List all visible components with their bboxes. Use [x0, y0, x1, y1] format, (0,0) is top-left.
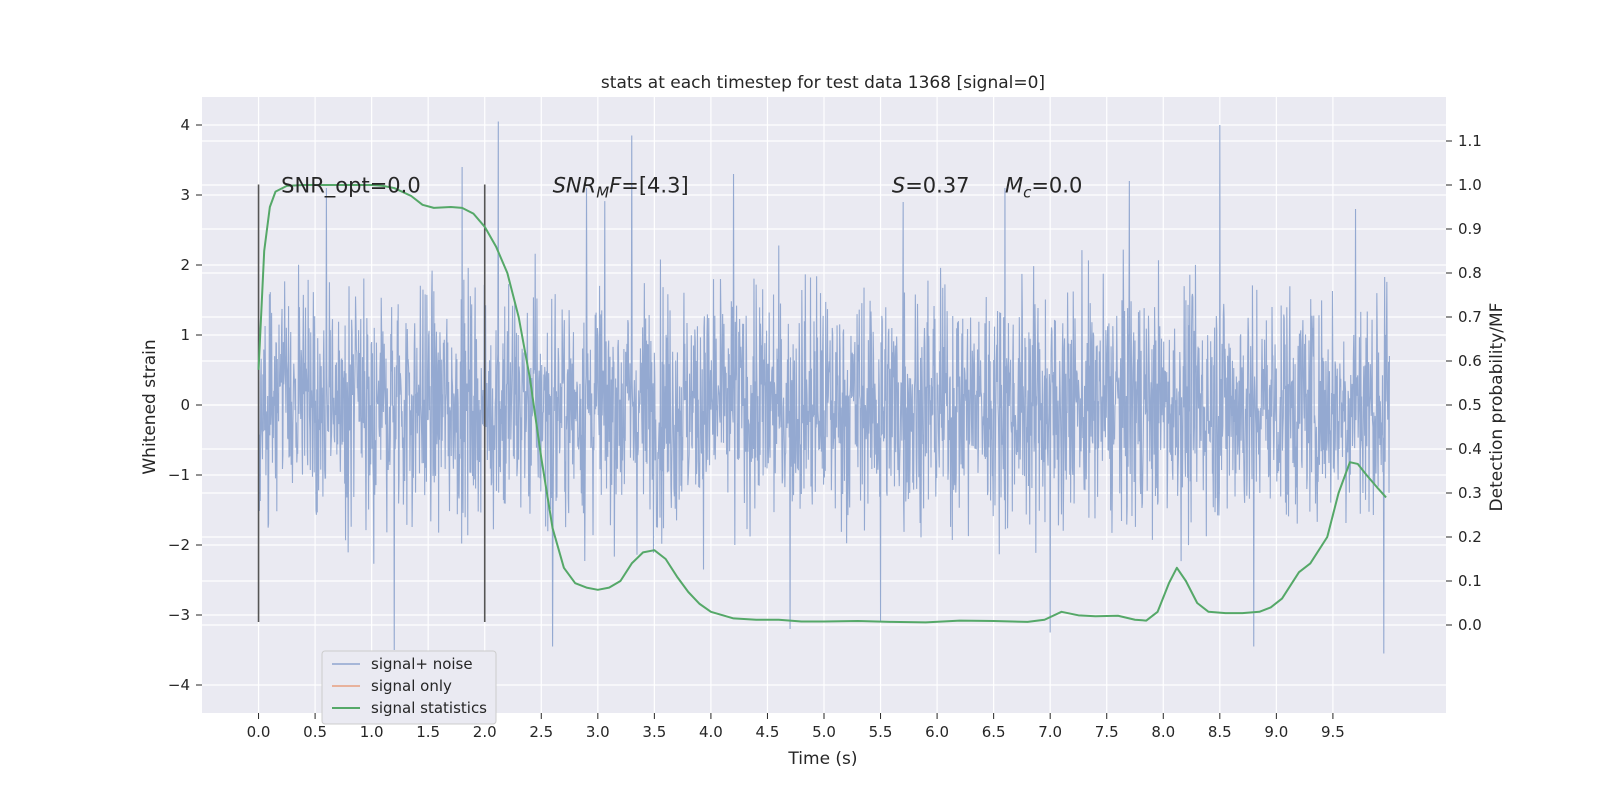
- legend-label-signal-noise: signal+ noise: [371, 655, 473, 673]
- noise-series: [258, 121, 1390, 654]
- x-tick-label: 8.0: [1151, 723, 1175, 741]
- x-tick-label: 5.0: [812, 723, 836, 741]
- vlines: [257, 184, 486, 622]
- x-tick-label: 2.5: [529, 723, 553, 741]
- annotation-text: S=0.37: [892, 174, 970, 198]
- annotation-text: Mc=0.0: [1005, 174, 1082, 202]
- y-right-tick-label: 0.9: [1458, 220, 1482, 238]
- x-tick-label: 4.0: [699, 723, 723, 741]
- x-tick-label: 0.5: [303, 723, 327, 741]
- y-right-ticks: 1.1 1.0 0.9 0.8 0.7 0.6 0.5 0.4 0.3 0.2 0.1 0.0: [1446, 132, 1482, 634]
- y-left-tick-label: 4: [180, 116, 190, 134]
- y-right-tick-label: 0.3: [1458, 484, 1482, 502]
- y-right-tick-label: 0.1: [1458, 572, 1482, 590]
- y-right-tick-label: 0.6: [1458, 352, 1482, 370]
- y-right-tick-label: 1.0: [1458, 176, 1482, 194]
- y-axis-label-left: Whitened strain: [140, 339, 160, 474]
- y-left-tick-label: −1: [168, 466, 190, 484]
- x-tick-label: 4.5: [756, 723, 780, 741]
- series-line-signal-statistics: [257, 184, 1387, 624]
- legend-label-signal-only: signal only: [371, 677, 452, 695]
- x-tick-label: 2.0: [473, 723, 497, 741]
- y-right-tick-label: 0.4: [1458, 440, 1482, 458]
- x-tick-label: 6.5: [982, 723, 1006, 741]
- legend-label-signal-statistics: signal statistics: [371, 699, 487, 717]
- x-tick-label: 0.0: [247, 723, 271, 741]
- x-ticks: 0.0 0.5 1.0 1.5 2.0 2.5 3.0 3.5 4.0 4.5 5.0 5.5 6.0 6…: [247, 713, 1345, 741]
- y-right-tick-label: 0.5: [1458, 396, 1482, 414]
- y-left-tick-label: −4: [168, 676, 190, 694]
- annotation-text: SNRMF=[4.3]: [553, 174, 689, 202]
- chart-title: stats at each timestep for test data 136…: [601, 73, 1045, 93]
- x-axis-label: Time (s): [787, 749, 857, 769]
- x-tick-label: 5.5: [869, 723, 893, 741]
- x-tick-label: 1.0: [360, 723, 384, 741]
- y-left-tick-label: −3: [168, 606, 190, 624]
- statistics-series: [257, 184, 1387, 624]
- x-tick-label: 1.5: [416, 723, 440, 741]
- legend: signal+ noise signal only signal statist…: [321, 650, 497, 725]
- x-tick-label: 9.0: [1264, 723, 1288, 741]
- x-tick-label: 9.5: [1321, 723, 1345, 741]
- y-left-tick-label: 3: [180, 186, 190, 204]
- y-left-tick-label: 2: [180, 256, 190, 274]
- annotation-text: SNR_opt=0.0: [281, 174, 421, 199]
- x-tick-label: 3.0: [586, 723, 610, 741]
- y-right-tick-label: 1.1: [1458, 132, 1482, 150]
- x-tick-label: 8.5: [1208, 723, 1232, 741]
- y-right-tick-label: 0.7: [1458, 308, 1482, 326]
- x-tick-label: 3.5: [642, 723, 666, 741]
- y-right-tick-label: 0.2: [1458, 528, 1482, 546]
- annotations: SNR_opt=0.0 SNRMF=[4.3] S=0.37 Mc=0.0: [281, 174, 1082, 202]
- y-axis-label-right: Detection probability/MF: [1487, 303, 1507, 512]
- y-left-tick-label: 0: [180, 396, 190, 414]
- y-left-tick-label: 1: [180, 326, 190, 344]
- x-tick-label: 7.5: [1095, 723, 1119, 741]
- series-line-signal-noise: [258, 121, 1390, 654]
- y-left-tick-label: −2: [168, 536, 190, 554]
- y-left-ticks: 4 3 2 1 0 −1 −2 −3 −4: [168, 116, 202, 694]
- legend-box: [321, 650, 497, 725]
- y-right-tick-label: 0.8: [1458, 264, 1482, 282]
- x-tick-label: 6.0: [925, 723, 949, 741]
- y-right-tick-label: 0.0: [1458, 616, 1482, 634]
- x-tick-label: 7.0: [1038, 723, 1062, 741]
